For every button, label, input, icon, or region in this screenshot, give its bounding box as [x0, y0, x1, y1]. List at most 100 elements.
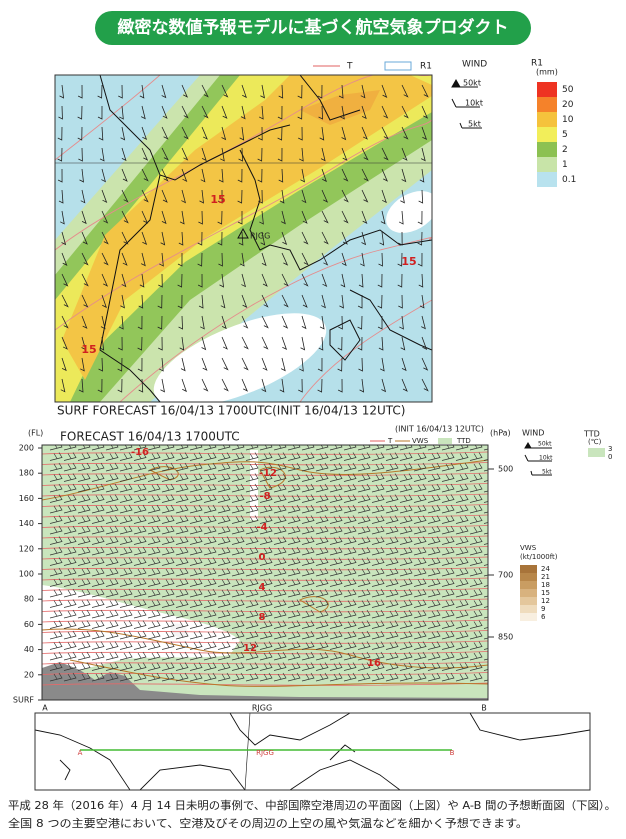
wind-barb [133, 462, 147, 472]
wind-barb [117, 357, 123, 372]
r1-swatch [537, 112, 557, 127]
wind-barb [321, 252, 329, 266]
wind-barb [301, 525, 315, 535]
wind-barb [217, 641, 231, 650]
wind-barb [469, 546, 483, 556]
wind-title: WIND [522, 429, 544, 438]
wind-barb [217, 578, 231, 587]
temp-line [42, 514, 488, 518]
wind-barb [133, 483, 147, 493]
wind-barb [175, 672, 189, 682]
wind-barb [139, 84, 145, 99]
wind-barb [380, 210, 386, 225]
wind-barb [217, 189, 223, 204]
wind-barb [469, 641, 483, 650]
wind-barb [120, 294, 125, 309]
wind-barb [321, 210, 329, 224]
wind-barb [371, 536, 385, 545]
wind-barb [81, 210, 87, 225]
wind-barb [49, 494, 63, 503]
wind-barb [63, 546, 77, 556]
wind-barb [281, 273, 289, 287]
wind-barb [81, 315, 88, 329]
wind-barb [105, 557, 119, 566]
wind-barb [371, 662, 385, 671]
wind-barb [318, 105, 323, 120]
legend-r1: R1 [420, 62, 432, 72]
wind-barb [397, 273, 403, 288]
wind-barb [189, 567, 203, 577]
wind-barb [63, 515, 77, 524]
p-tick-label: 700 [498, 571, 513, 580]
vws-swatch [520, 565, 537, 573]
wind-barb [158, 273, 163, 288]
r1-swatch [537, 97, 557, 112]
wind-barb [105, 578, 119, 587]
temp-line [42, 588, 488, 592]
wind-barb [399, 662, 413, 671]
wind-barb [469, 578, 483, 587]
vws-unit: (kt/1000ft) [520, 553, 558, 561]
wind-barb [91, 578, 105, 587]
wind-barb [147, 504, 161, 514]
wind-barb [119, 483, 133, 493]
wind-barb [385, 641, 399, 650]
wind-barb [377, 294, 383, 309]
wind-barb [357, 588, 371, 598]
wind-barb [231, 672, 245, 682]
wind-barb [259, 599, 273, 608]
wind-barb [178, 315, 183, 330]
wind-barb [161, 452, 175, 461]
wind-barb [133, 599, 147, 608]
wind-barb [175, 578, 189, 587]
wind-barb [281, 336, 288, 351]
wind-barb [469, 620, 483, 629]
wind-barb [455, 567, 469, 577]
wind-barb [385, 546, 399, 556]
wind-barb [413, 588, 427, 598]
wind-barb [321, 168, 327, 183]
wind-barb [381, 147, 389, 161]
wind-barb [455, 620, 469, 629]
temp-line [42, 567, 488, 571]
wind-barb [161, 473, 175, 482]
wind-barb [175, 588, 189, 598]
wind-barb [361, 105, 367, 120]
temp-line [42, 472, 488, 476]
wind-barb [259, 641, 273, 650]
wind-barb [217, 672, 231, 682]
wind-barb [217, 546, 231, 556]
wind-barb [281, 294, 289, 308]
wind-barb [341, 189, 349, 203]
wind-barb [77, 483, 91, 493]
wind-label: 50kt [538, 441, 552, 448]
wind-barb [357, 483, 371, 493]
wind-barb [318, 336, 324, 351]
wind-barb [427, 567, 441, 577]
wind-barb [161, 483, 175, 493]
wind-barb [197, 231, 203, 246]
wind-barb [301, 462, 315, 472]
wind-barb [201, 84, 209, 98]
wind-barb [301, 294, 308, 308]
wind-barb [221, 126, 227, 141]
wind-barb [260, 231, 266, 246]
wind-barb [231, 473, 245, 482]
wind-barb [273, 462, 287, 472]
wind-barb [419, 294, 425, 309]
wind-barb [385, 588, 399, 598]
wind-barb [469, 483, 483, 493]
wind-barb [245, 557, 259, 566]
wind-barb [469, 515, 483, 524]
wind-barb [197, 273, 203, 288]
wind-barb [140, 105, 146, 120]
wind-barb [357, 452, 371, 461]
wind-key [451, 78, 482, 129]
wind-barb [329, 525, 343, 535]
ttd-level: 0 [608, 453, 612, 461]
wind-barb [357, 515, 371, 524]
wind-barb [427, 641, 441, 650]
wind-barb [343, 620, 357, 629]
wind-barb [329, 546, 343, 556]
temp-line [42, 672, 488, 676]
